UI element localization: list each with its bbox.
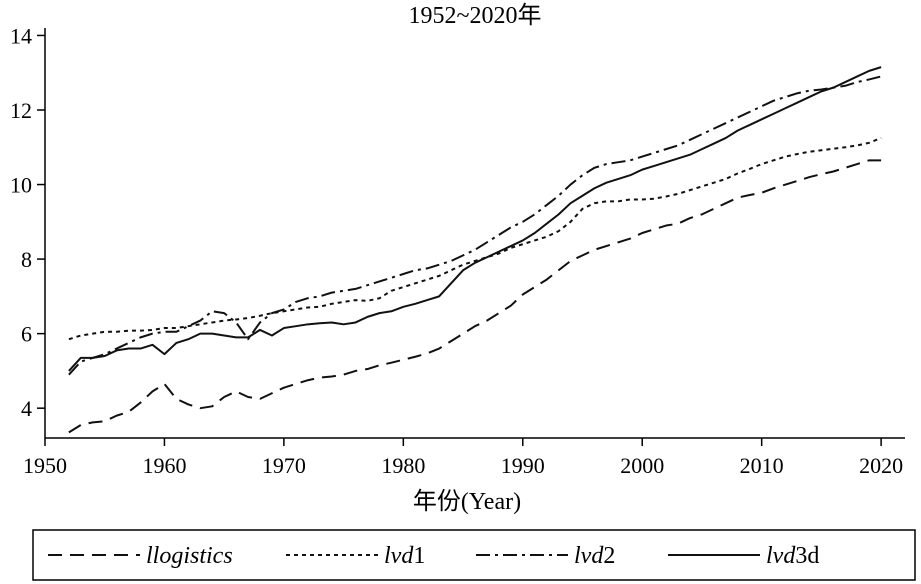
legend: llogistics lvd1 lvd2 lvd3d (32, 529, 916, 581)
x-axis: 1950 1960 1970 1980 1990 2000 2010 2020 (23, 437, 905, 478)
x-tick-label: 2000 (620, 453, 664, 478)
y-tick-label: 8 (21, 247, 32, 272)
y-axis: 4 6 8 10 12 14 (10, 23, 46, 438)
series-line-lvd2 (68, 75, 882, 376)
x-axis-title: 年份(Year) (413, 488, 521, 515)
y-tick-label: 14 (10, 23, 32, 48)
x-tick-label: 1950 (23, 453, 67, 478)
legend-label-lvd2: lvd2 (574, 543, 615, 569)
series-line-lvd3d (68, 66, 882, 372)
x-tick-label: 1960 (142, 453, 186, 478)
legend-label-lvd1: lvd1 (384, 543, 425, 569)
y-tick-label: 4 (21, 396, 32, 421)
series-lines (68, 66, 882, 434)
x-tick-label: 1980 (381, 453, 425, 478)
x-tick-label: 2010 (740, 453, 784, 478)
x-tick-label: 1970 (262, 453, 306, 478)
series-line-llogistics (68, 159, 882, 434)
y-tick-label: 6 (21, 322, 32, 347)
y-tick-label: 10 (10, 173, 32, 198)
legend-label-lvd3d: lvd3d (766, 543, 819, 569)
chart-title: 1952~2020年 (409, 2, 542, 29)
y-tick-label: 12 (10, 98, 32, 123)
series-line-lvd1 (68, 137, 882, 341)
legend-label-llogistics: llogistics (146, 543, 233, 569)
legend-box (32, 529, 916, 581)
x-tick-label: 1990 (501, 453, 545, 478)
x-tick-label: 2020 (859, 453, 903, 478)
